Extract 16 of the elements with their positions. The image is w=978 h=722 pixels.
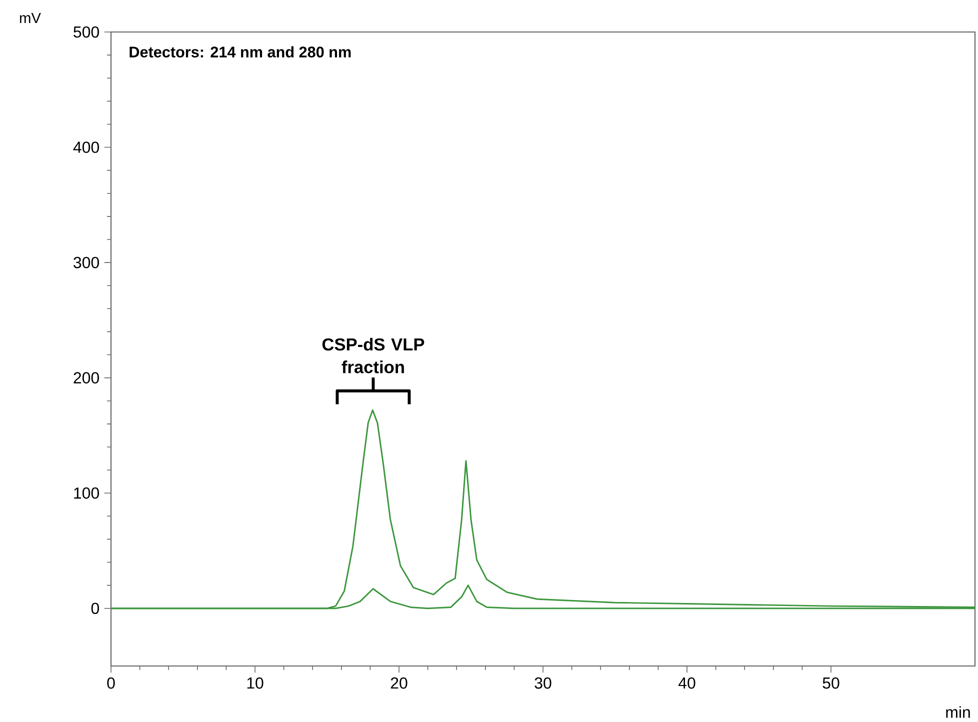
- x-tick-label: 30: [534, 677, 552, 689]
- x-axis-title: min: [946, 706, 970, 718]
- y-tick-label: 300: [74, 256, 99, 268]
- x-tick-label: 10: [247, 677, 264, 689]
- x-tick-label: 40: [678, 677, 696, 689]
- y-tick-label: 100: [74, 487, 99, 499]
- y-tick-label: 500: [74, 26, 99, 38]
- y-tick-label: 200: [74, 372, 99, 384]
- x-tick-label: 0: [107, 677, 115, 689]
- text: Detectors: 214 nm and 280 nm: [130, 46, 351, 58]
- y-tick-label: 0: [91, 602, 100, 614]
- annotation: CSP-dS VLP fraction: [322, 338, 424, 374]
- y-tick-label: 400: [73, 142, 99, 153]
- x-tick-label: 50: [822, 677, 840, 689]
- x-tick-label: 20: [390, 677, 408, 689]
- y-axis-title: mV: [20, 12, 41, 24]
